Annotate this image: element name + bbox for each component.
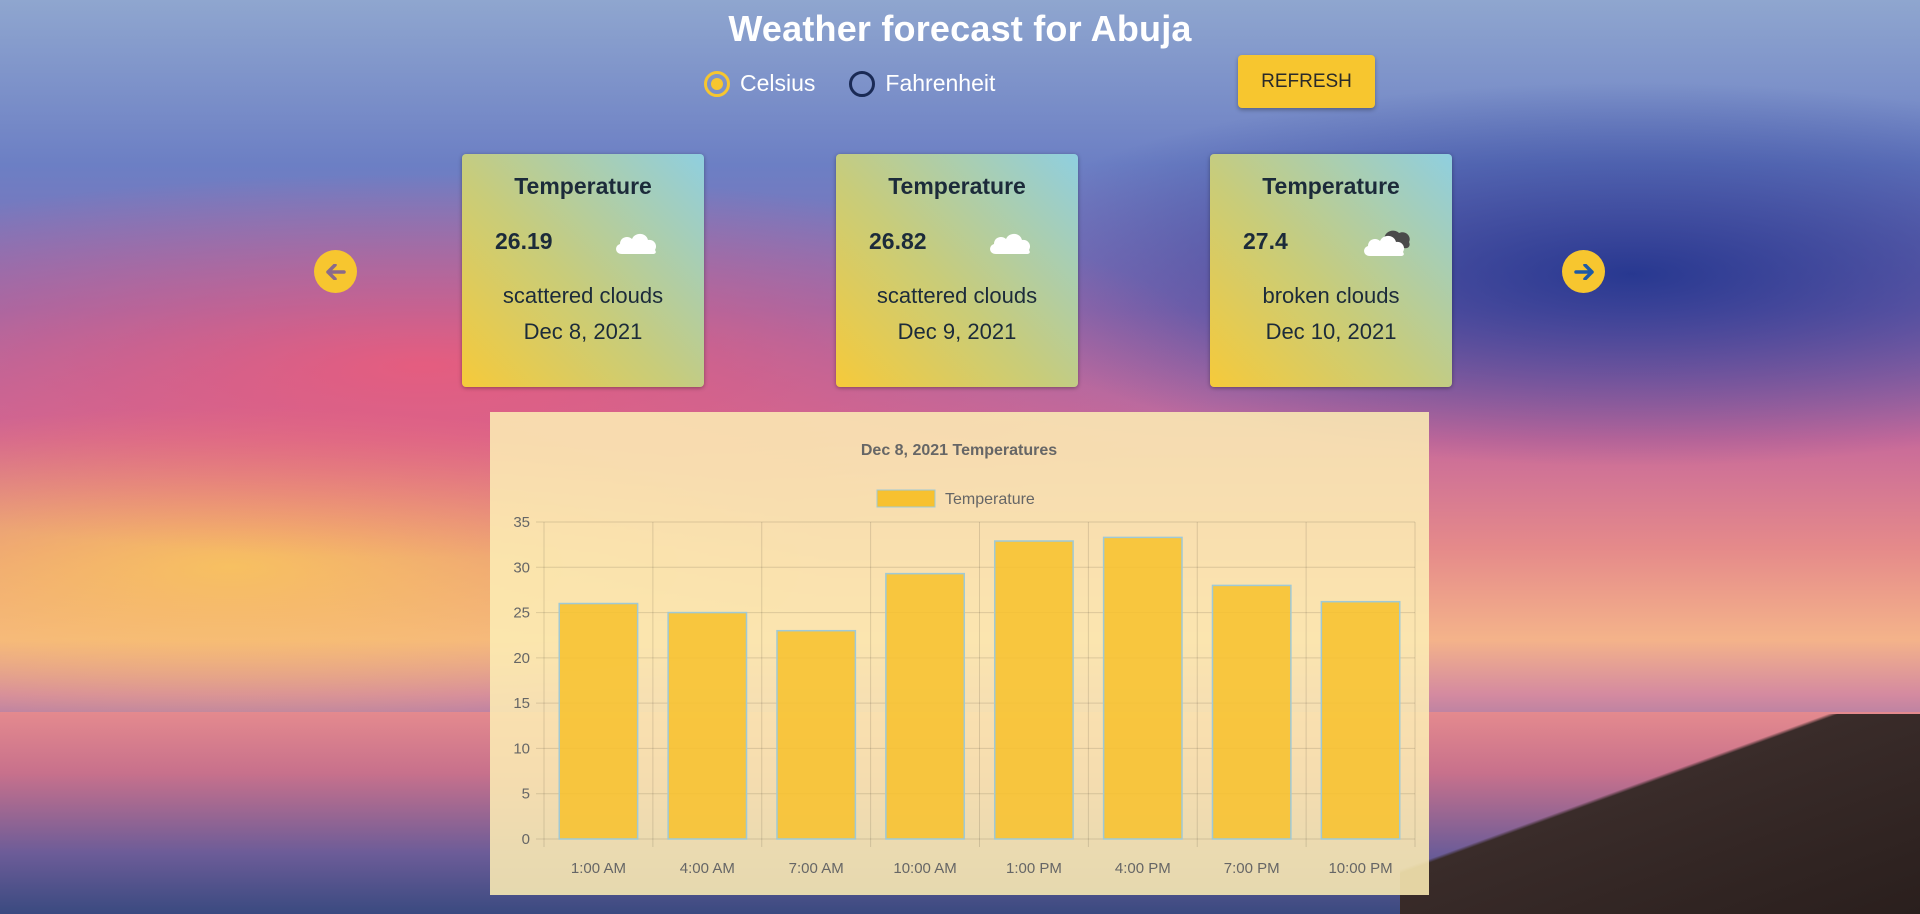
card-heading: Temperature (1262, 173, 1400, 199)
card-temperature: 26.82 (869, 228, 927, 254)
celsius-label[interactable]: Celsius (740, 70, 816, 96)
broken-clouds-icon (1364, 230, 1410, 256)
temperature-chart: Dec 8, 2021 Temperatures Temperature 1:0… (513, 442, 1416, 877)
y-tick-label: 15 (513, 695, 530, 712)
x-tick-label: 4:00 AM (680, 860, 735, 877)
prev-button[interactable] (314, 250, 357, 293)
card-description: scattered clouds (876, 283, 1038, 308)
chart-bar[interactable] (1102, 536, 1183, 840)
y-tick-label: 10 (513, 740, 530, 757)
card-description: broken clouds (1262, 283, 1400, 308)
card-date: Dec 9, 2021 (897, 319, 1017, 344)
x-tick-label: 10:00 PM (1328, 860, 1392, 877)
y-tick-label: 20 (513, 650, 530, 667)
legend-label: Temperature (945, 491, 1035, 508)
chart-bar[interactable] (885, 572, 966, 840)
legend-swatch (876, 489, 936, 508)
fahrenheit-radio[interactable] (849, 70, 876, 97)
x-tick-label: 4:00 PM (1115, 860, 1171, 877)
x-tick-label: 7:00 AM (789, 860, 844, 877)
card-description: scattered clouds (502, 283, 664, 308)
forecast-card: Temperature 27.4 broken clouds Dec 10, 2… (1210, 154, 1452, 387)
y-tick-label: 25 (513, 605, 530, 622)
forecast-card: Temperature 26.19 scattered clouds Dec 8… (462, 154, 704, 387)
chart-bar[interactable] (1211, 584, 1292, 840)
card-temperature: 27.4 (1243, 228, 1288, 254)
temperature-chart-panel: Dec 8, 2021 Temperatures Temperature 1:0… (490, 412, 1429, 895)
x-tick-label: 1:00 AM (571, 860, 626, 877)
y-tick-label: 5 (522, 786, 530, 803)
card-date: Dec 10, 2021 (1265, 319, 1397, 344)
x-tick-label: 7:00 PM (1224, 860, 1280, 877)
y-tick-label: 30 (513, 559, 530, 576)
page-title: Weather forecast for Abuja (728, 8, 1192, 49)
chart-bar[interactable] (993, 540, 1074, 840)
beach-background (1400, 714, 1920, 914)
chart-bar[interactable] (1320, 600, 1401, 840)
chart-bar[interactable] (667, 611, 748, 840)
arrow-left-icon (325, 263, 346, 280)
refresh-button[interactable]: REFRESH (1238, 55, 1375, 108)
cloud-icon (990, 233, 1031, 254)
card-temperature: 26.19 (495, 228, 553, 254)
forecast-card: Temperature 26.82 scattered clouds Dec 9… (836, 154, 1078, 387)
x-tick-label: 10:00 AM (893, 860, 956, 877)
next-button[interactable] (1562, 250, 1605, 293)
chart-title: Dec 8, 2021 Temperatures (861, 442, 1057, 459)
chart-bar[interactable] (776, 629, 857, 840)
x-tick-label: 1:00 PM (1006, 860, 1062, 877)
arrow-right-icon (1573, 263, 1594, 280)
card-heading: Temperature (514, 173, 652, 199)
cloud-icon (616, 233, 657, 254)
chart-bar[interactable] (558, 602, 639, 840)
card-heading: Temperature (888, 173, 1026, 199)
radio-selected-dot (711, 77, 723, 90)
celsius-radio[interactable] (704, 70, 730, 97)
y-tick-label: 35 (513, 514, 530, 531)
unit-selector: Celsius Fahrenheit (704, 70, 1019, 97)
fahrenheit-label[interactable]: Fahrenheit (885, 70, 996, 96)
y-tick-label: 0 (522, 831, 530, 848)
card-date: Dec 8, 2021 (523, 319, 643, 344)
